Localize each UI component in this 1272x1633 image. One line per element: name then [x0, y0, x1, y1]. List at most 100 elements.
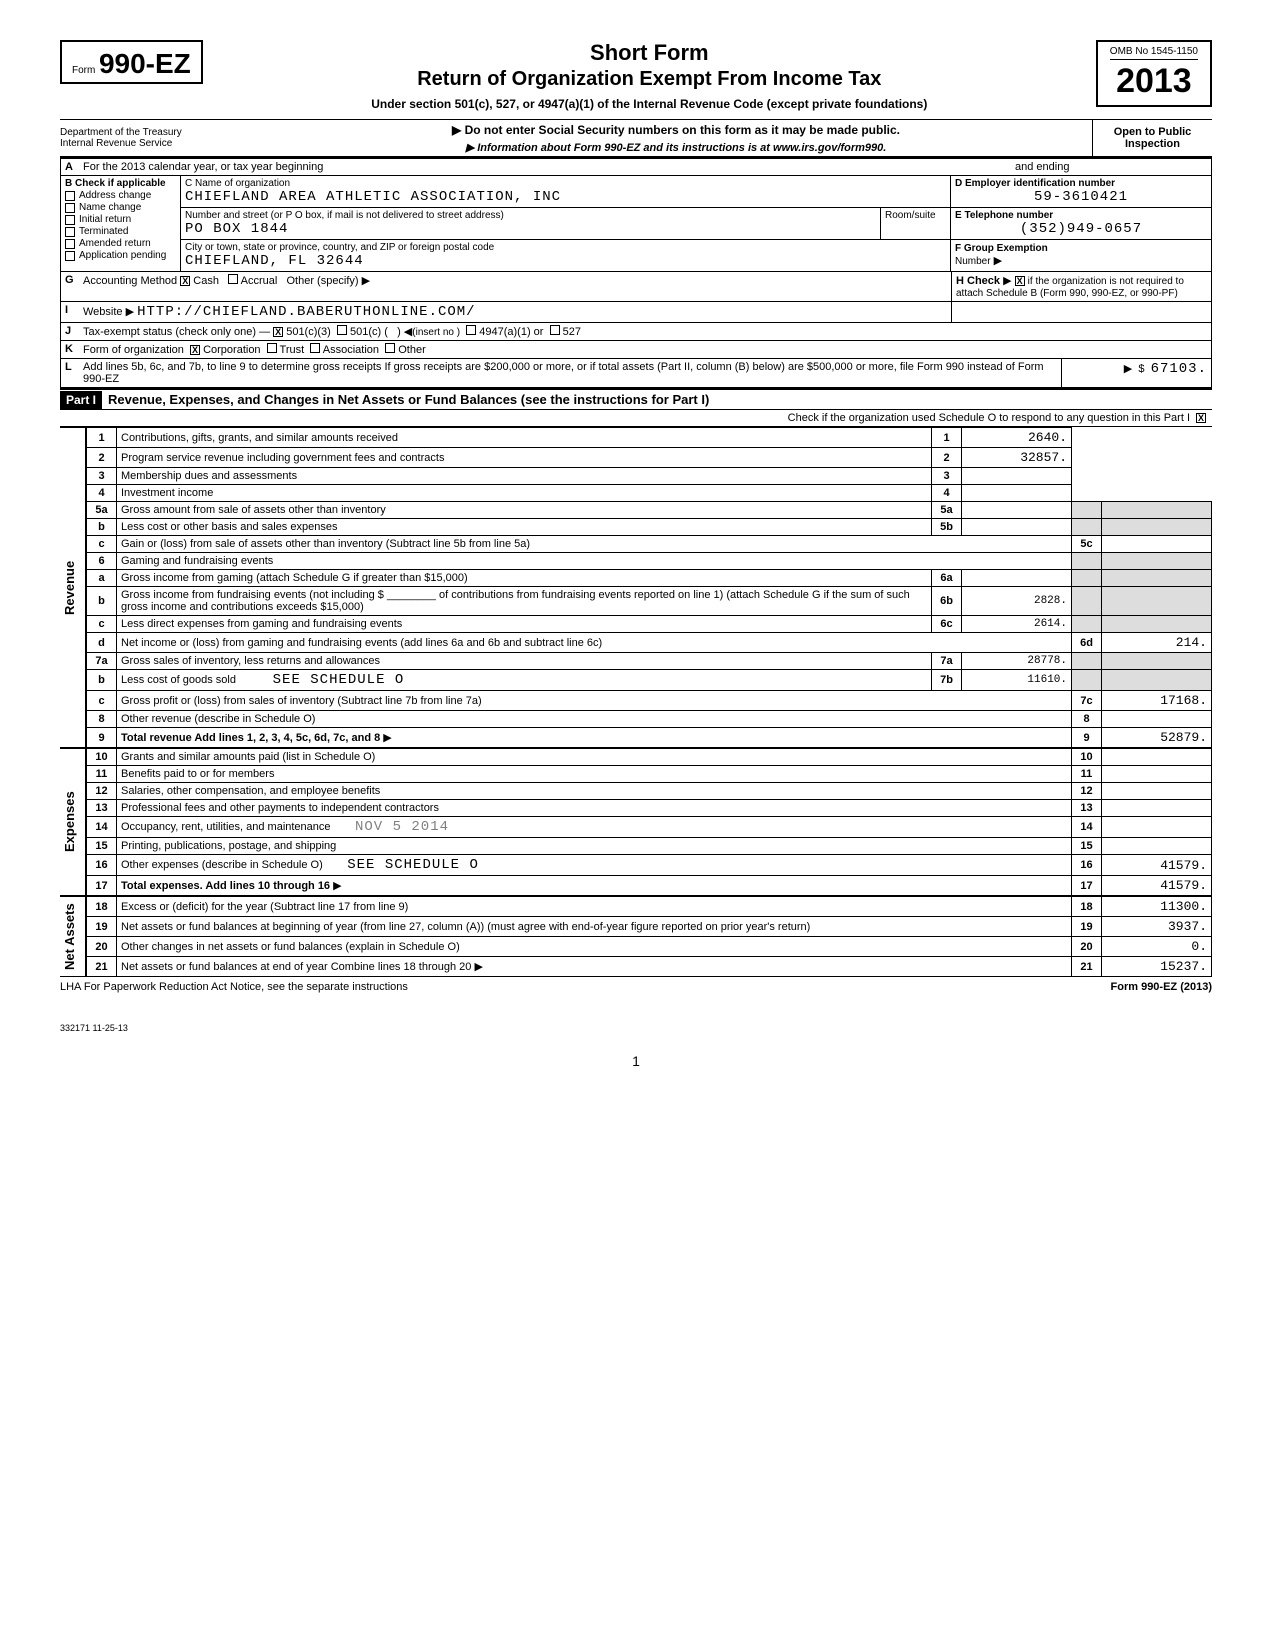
netassets-side-label: Net Assets	[60, 896, 86, 977]
chk-527[interactable]	[550, 325, 560, 335]
dept-box: Department of the Treasury Internal Reve…	[60, 123, 260, 153]
netassets-section: Net Assets 18Excess or (deficit) for the…	[60, 896, 1212, 977]
chk-corp[interactable]	[190, 345, 200, 355]
chk-amended-return[interactable]	[65, 239, 75, 249]
arrow-icon: ▶	[333, 880, 341, 892]
tax-year: 2013	[1110, 62, 1198, 101]
c-city-label: City or town, state or province, country…	[185, 242, 946, 253]
lbl-527: 527	[563, 326, 581, 338]
chk-other[interactable]	[385, 343, 395, 353]
table-row: 1Contributions, gifts, grants, and simil…	[87, 428, 1212, 448]
line-j-letter: J	[61, 323, 79, 340]
table-row: 17Total expenses. Add lines 10 through 1…	[87, 876, 1212, 896]
table-row: 20Other changes in net assets or fund ba…	[87, 937, 1212, 957]
expenses-table: 10Grants and similar amounts paid (list …	[86, 748, 1212, 896]
phone: (352)949-0657	[955, 221, 1207, 237]
line-a-end: and ending	[1011, 159, 1211, 175]
chk-schedule-o[interactable]	[1196, 413, 1206, 423]
lbl-501c: 501(c) (	[350, 326, 388, 338]
part1-header-row: Part I Revenue, Expenses, and Changes in…	[60, 389, 1212, 410]
chk-h[interactable]	[1015, 276, 1025, 286]
table-row: bGross income from fundraising events (n…	[87, 587, 1212, 616]
org-name: CHIEFLAND AREA ATHLETIC ASSOCIATION, INC	[185, 189, 946, 205]
table-row: 5aGross amount from sale of assets other…	[87, 502, 1212, 519]
footer-code: 332171 11-25-13	[60, 1023, 1212, 1033]
f-label2: Number	[955, 256, 991, 267]
table-row: 7aGross sales of inventory, less returns…	[87, 653, 1212, 670]
k-label: Form of organization	[83, 344, 184, 356]
expenses-section: Expenses 10Grants and similar amounts pa…	[60, 748, 1212, 896]
lbl-assoc: Association	[323, 344, 379, 356]
lbl-other: Other	[398, 344, 426, 356]
website-label: Website	[83, 306, 123, 318]
chk-cash[interactable]	[180, 276, 190, 286]
chk-initial-return[interactable]	[65, 215, 75, 225]
table-row: 9Total revenue Add lines 1, 2, 3, 4, 5c,…	[87, 728, 1212, 748]
l-text: Add lines 5b, 6c, and 7b, to line 9 to d…	[79, 359, 1061, 387]
dept-line1: Department of the Treasury	[60, 127, 260, 138]
title-return: Return of Organization Exempt From Incom…	[213, 68, 1086, 91]
part1-check-o-row: Check if the organization used Schedule …	[60, 410, 1212, 427]
chk-terminated[interactable]	[65, 227, 75, 237]
table-row: bLess cost or other basis and sales expe…	[87, 519, 1212, 536]
form-id-box: Form 990-EZ	[60, 40, 203, 84]
lbl-initial-return: Initial return	[79, 214, 131, 225]
arrow-icon: ▶	[383, 732, 391, 744]
c-room-label: Room/suite	[885, 210, 946, 221]
org-street: PO BOX 1844	[185, 221, 876, 237]
chk-501c[interactable]	[337, 325, 347, 335]
footer-row: LHA For Paperwork Reduction Act Notice, …	[60, 981, 1212, 993]
lbl-application-pending: Application pending	[79, 250, 166, 261]
lbl-accrual: Accrual	[241, 275, 278, 287]
footer-lha: LHA For Paperwork Reduction Act Notice, …	[60, 981, 408, 993]
form-id-small: Form	[72, 65, 95, 76]
org-city: CHIEFLAND, FL 32644	[185, 253, 946, 269]
chk-501c3[interactable]	[273, 327, 283, 337]
table-row: cLess direct expenses from gaming and fu…	[87, 616, 1212, 633]
table-row: 12Salaries, other compensation, and empl…	[87, 783, 1212, 800]
notice-text: Do not enter Social Security numbers on …	[260, 123, 1092, 154]
table-row: 13Professional fees and other payments t…	[87, 800, 1212, 817]
lbl-4947: 4947(a)(1) or	[479, 326, 543, 338]
ein: 59-3610421	[955, 189, 1207, 205]
lbl-terminated: Terminated	[79, 226, 128, 237]
g-label: Accounting Method	[83, 275, 177, 287]
table-row: aGross income from gaming (attach Schedu…	[87, 570, 1212, 587]
table-row: 6Gaming and fundraising events	[87, 553, 1212, 570]
table-row: 14Occupancy, rent, utilities, and mainte…	[87, 817, 1212, 838]
chk-trust[interactable]	[267, 343, 277, 353]
col-c: C Name of organization CHIEFLAND AREA AT…	[181, 176, 951, 271]
table-row: bLess cost of goods sold SEE SCHEDULE O7…	[87, 670, 1212, 691]
col-def: D Employer identification number 59-3610…	[951, 176, 1211, 271]
table-row: 16Other expenses (describe in Schedule O…	[87, 855, 1212, 876]
chk-name-change[interactable]	[65, 203, 75, 213]
netassets-table: 18Excess or (deficit) for the year (Subt…	[86, 896, 1212, 977]
arrow-icon: ▶	[474, 961, 482, 973]
lbl-corp: Corporation	[203, 344, 260, 356]
form-header-row: Form 990-EZ Short Form Return of Organiz…	[60, 40, 1212, 111]
j-label: Tax-exempt status (check only one) —	[83, 326, 270, 338]
chk-application-pending[interactable]	[65, 251, 75, 261]
table-row: 19Net assets or fund balances at beginni…	[87, 917, 1212, 937]
line-g-letter: G	[61, 272, 79, 301]
table-row: 3Membership dues and assessments3	[87, 468, 1212, 485]
chk-assoc[interactable]	[310, 343, 320, 353]
open-to-public: Open to Public Inspection	[1092, 120, 1212, 156]
table-row: 8Other revenue (describe in Schedule O)8	[87, 711, 1212, 728]
lbl-501c3: 501(c)(3)	[286, 326, 331, 338]
lbl-name-change: Name change	[79, 202, 141, 213]
e-label: E Telephone number	[955, 210, 1207, 221]
revenue-table: 1Contributions, gifts, grants, and simil…	[86, 427, 1212, 748]
title-short-form: Short Form	[213, 40, 1086, 66]
line-i-letter: I	[61, 302, 79, 322]
revenue-side-label: Revenue	[60, 427, 86, 748]
chk-address-change[interactable]	[65, 191, 75, 201]
chk-accrual[interactable]	[228, 274, 238, 284]
part1-title: Revenue, Expenses, and Changes in Net As…	[102, 390, 1212, 409]
omb-number: OMB No 1545-1150	[1110, 46, 1198, 60]
chk-4947[interactable]	[466, 325, 476, 335]
arrow-icon: ▶	[994, 255, 1002, 267]
table-row: dNet income or (loss) from gaming and fu…	[87, 633, 1212, 653]
revenue-section: Revenue 1Contributions, gifts, grants, a…	[60, 427, 1212, 748]
c-label: C Name of organization	[185, 178, 946, 189]
